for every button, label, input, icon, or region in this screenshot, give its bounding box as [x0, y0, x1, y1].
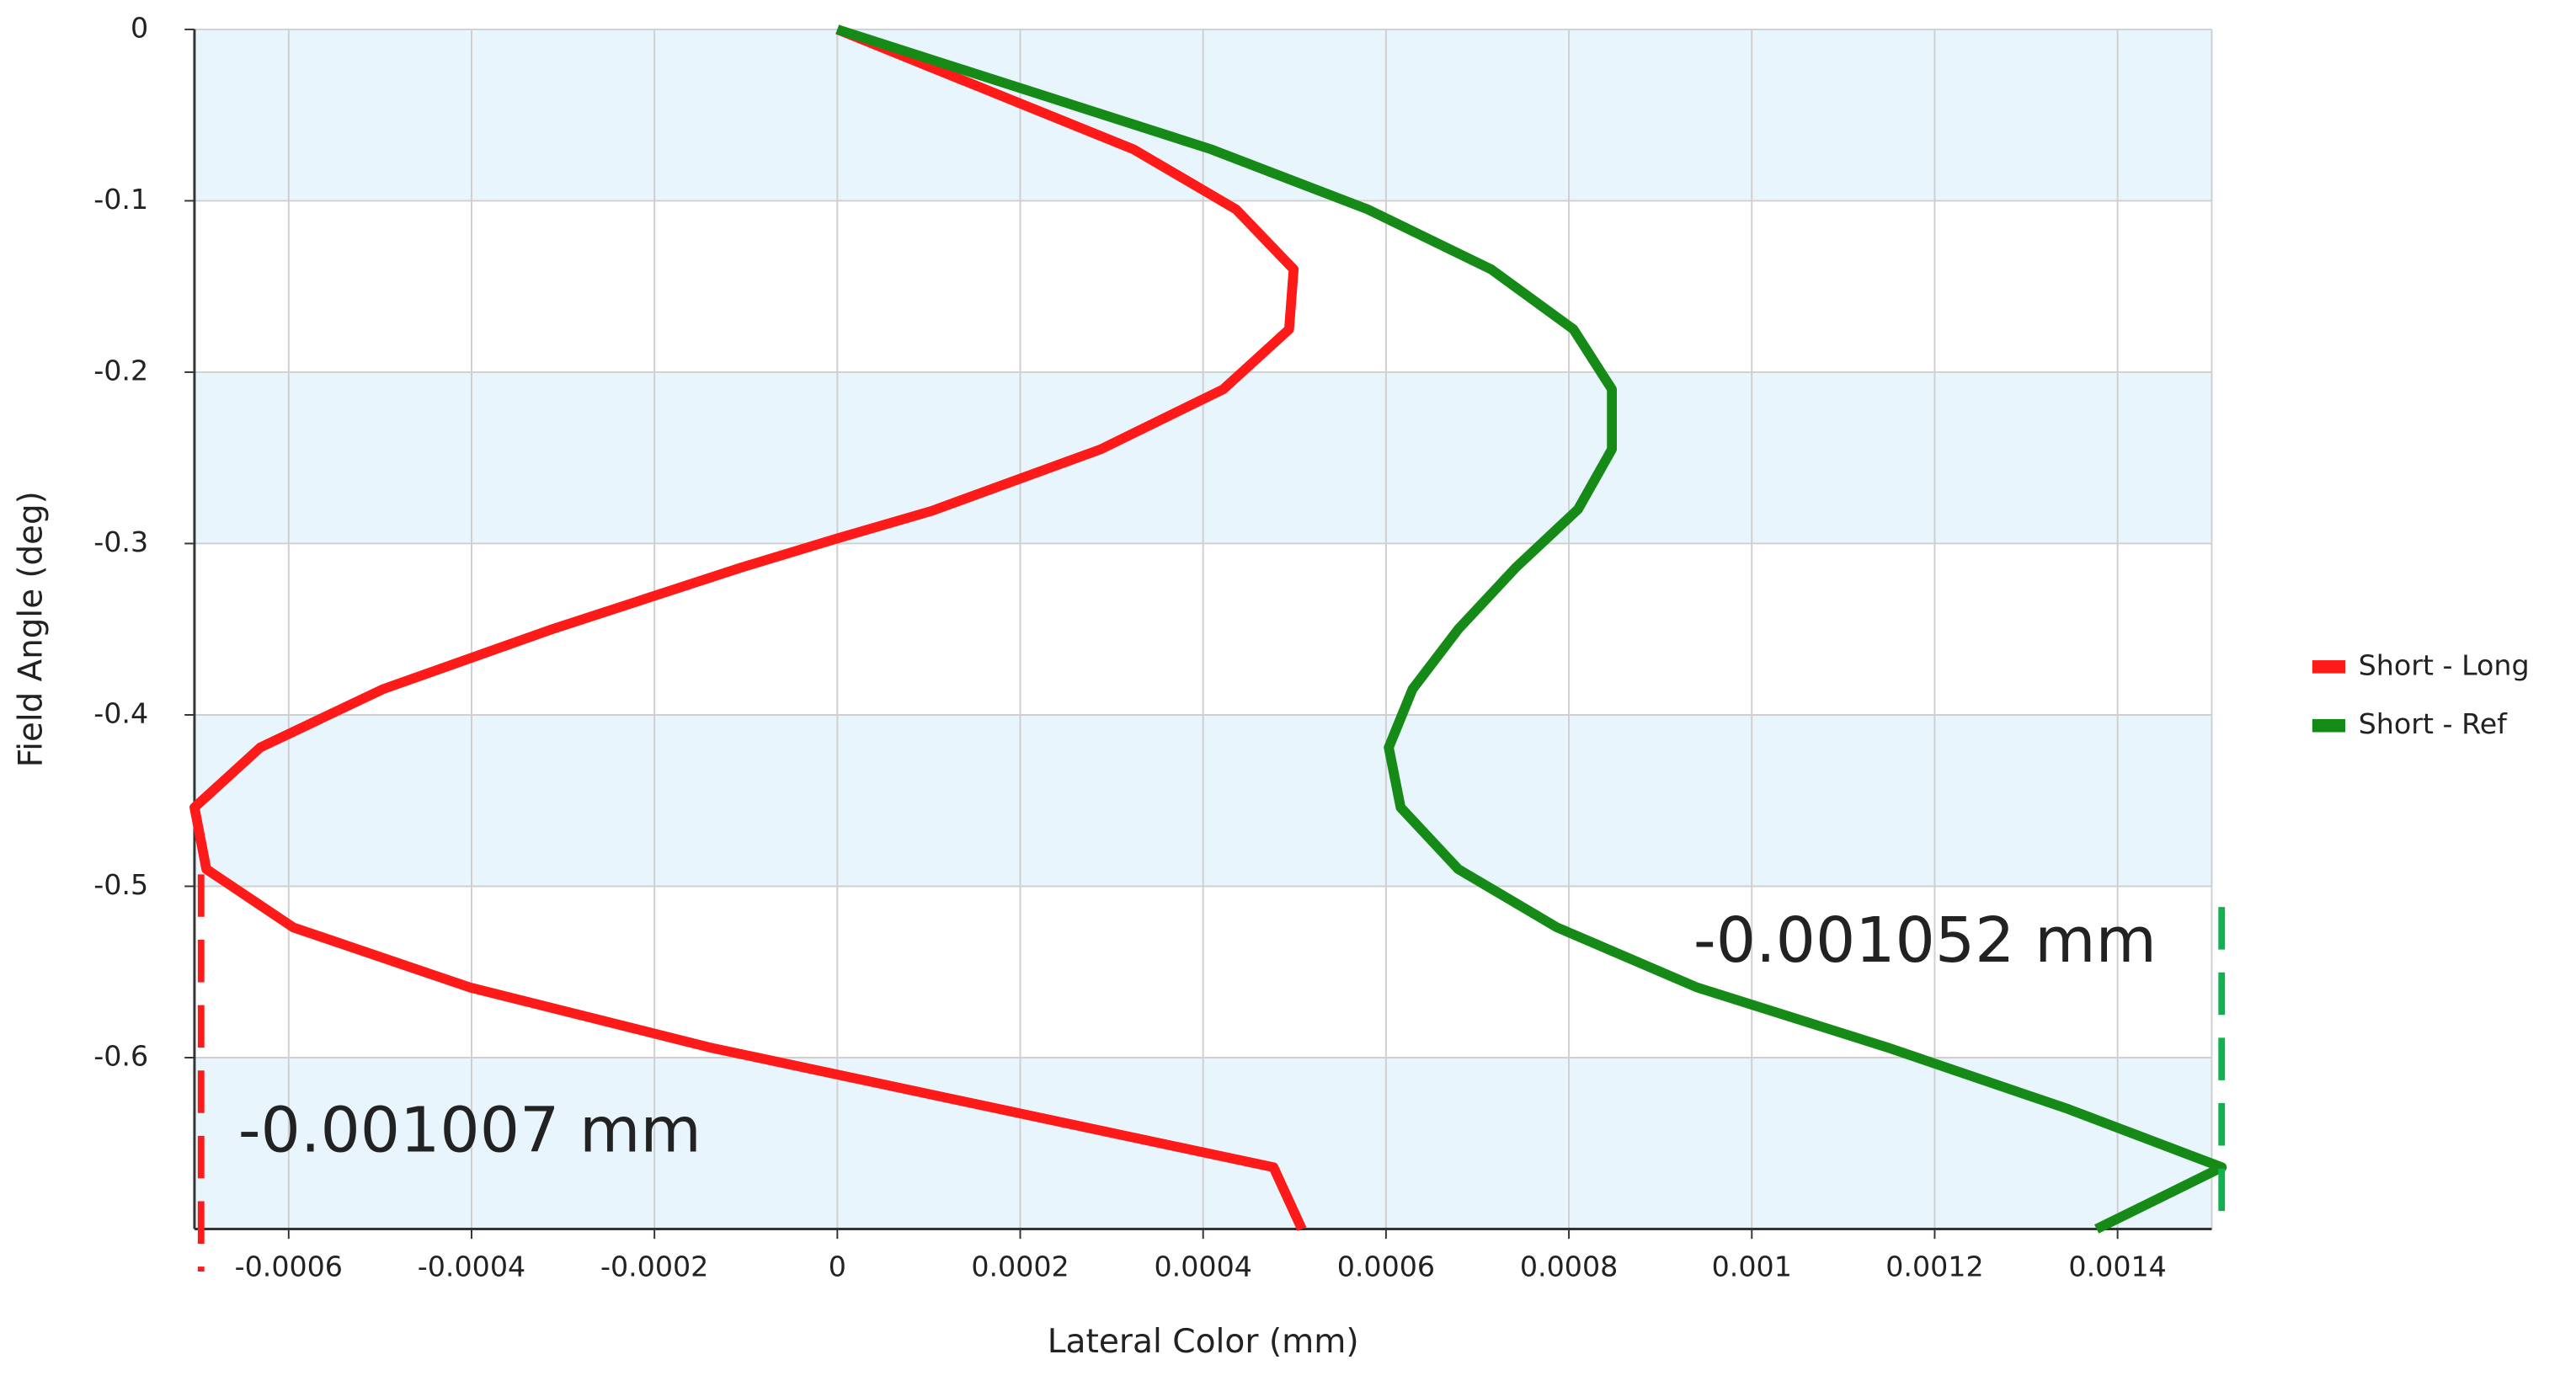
- x-tick-label: -0.0006: [235, 1250, 343, 1283]
- x-tick-label: 0.001: [1712, 1250, 1792, 1283]
- x-tick-label: 0.0004: [1155, 1250, 1252, 1283]
- x-tick-label: 0.0014: [2068, 1250, 2166, 1283]
- y-axis-label: Field Angle (deg): [13, 491, 51, 767]
- legend-label: Short - Long: [2359, 648, 2530, 681]
- y-tick-label: -0.6: [93, 1040, 148, 1073]
- series-line: [835, 24, 2227, 1234]
- y-tick-label: -0.1: [93, 183, 148, 216]
- legend-swatch: [2312, 660, 2346, 674]
- legend-swatch: [2312, 718, 2346, 733]
- y-tick-label: -0.4: [93, 697, 148, 730]
- x-tick-label: 0: [829, 1250, 846, 1283]
- x-tick-label: 0.0012: [1885, 1250, 1983, 1283]
- annotation: -0.001007 mm: [238, 1095, 701, 1167]
- y-tick-label: -0.2: [93, 355, 148, 387]
- x-tick-label: 0.0008: [1520, 1250, 1618, 1283]
- x-tick-label: 0.0002: [971, 1250, 1069, 1283]
- x-axis-label: Lateral Color (mm): [1048, 1323, 1359, 1361]
- y-tick-label: -0.3: [93, 525, 148, 558]
- series-line: [189, 24, 1307, 1231]
- x-tick-label: -0.0004: [418, 1250, 525, 1283]
- x-tick-label: 0.0006: [1337, 1250, 1435, 1283]
- y-tick-label: -0.5: [93, 868, 148, 901]
- y-tick-label: 0: [131, 12, 148, 45]
- annotation: -0.001052 mm: [1693, 904, 2157, 977]
- x-tick-label: -0.0002: [600, 1250, 708, 1283]
- legend-label: Short - Ref: [2359, 707, 2509, 740]
